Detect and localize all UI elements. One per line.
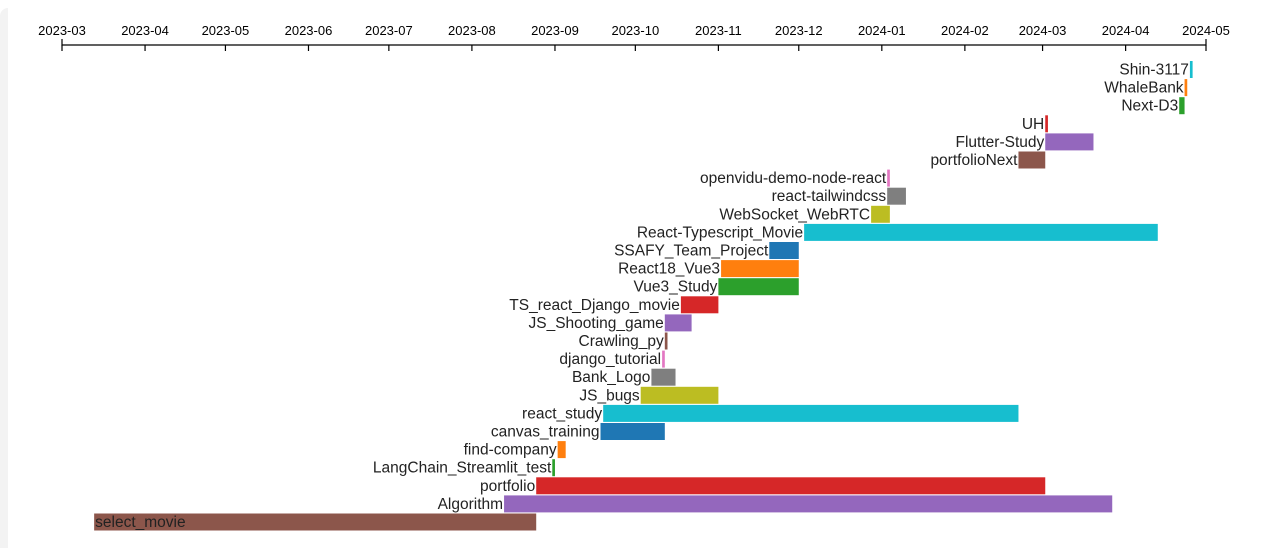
x-tick-label: 2024-02 xyxy=(941,23,989,38)
x-tick-label: 2023-07 xyxy=(365,23,413,38)
timeline-bar xyxy=(600,423,665,440)
bar-label: WebSocket_WebRTC xyxy=(719,206,870,223)
bar-label: TS_react_Django_movie xyxy=(509,297,680,314)
bar-label: Bank_Logo xyxy=(572,369,650,386)
bar-label: portfolioNext xyxy=(930,152,1018,169)
x-tick-label: 2023-09 xyxy=(531,23,579,38)
bar-label: LangChain_Streamlit_test xyxy=(373,460,552,477)
timeline-bar xyxy=(1018,151,1046,169)
bar-label: Vue3_Study xyxy=(634,279,718,296)
bar-label: JS_Shooting_game xyxy=(529,315,664,332)
timeline-bar xyxy=(804,223,1158,241)
x-tick-label: 2023-04 xyxy=(121,23,169,38)
timeline-bar xyxy=(721,260,799,278)
timeline-bar xyxy=(557,441,566,459)
timeline-bar xyxy=(871,205,890,223)
bar-label: find-company xyxy=(464,442,557,459)
timeline-bar xyxy=(552,459,555,477)
bar-label: openvidu-demo-node-react xyxy=(700,170,887,187)
bar-label: SSAFY_Team_Project xyxy=(614,243,769,260)
bar-label: React-Typescript_Movie xyxy=(637,224,803,241)
bar-label: Next-D3 xyxy=(1121,98,1178,115)
bar-label: UH xyxy=(1022,116,1044,133)
x-tick-label: 2023-05 xyxy=(202,23,250,38)
x-tick-label: 2024-03 xyxy=(1019,23,1067,38)
timeline-bar xyxy=(1045,115,1048,133)
x-axis-line xyxy=(61,39,1207,46)
bar-label: WhaleBank xyxy=(1104,80,1184,97)
timeline-bar xyxy=(887,187,906,205)
timeline-bar xyxy=(1179,97,1185,115)
timeline-bar xyxy=(1045,133,1094,151)
bar-label: select_movie xyxy=(95,514,185,531)
x-tick-label: 2023-08 xyxy=(448,23,496,38)
timeline-bar xyxy=(640,386,719,404)
bar-label: react-tailwindcss xyxy=(772,188,887,205)
x-tick-label: 2023-03 xyxy=(38,23,86,38)
bar-label: django_tutorial xyxy=(559,351,661,368)
timeline-bar xyxy=(536,477,1046,495)
timeline-bar xyxy=(651,368,676,386)
bar-label: portfolio xyxy=(480,478,535,495)
timeline-bar xyxy=(680,296,719,314)
bar-label: React18_Vue3 xyxy=(618,261,720,278)
x-tick-label: 2024-05 xyxy=(1182,23,1230,38)
frame-edge xyxy=(0,8,8,548)
x-tick-label: 2023-11 xyxy=(695,23,742,38)
bar-label: Crawling_py xyxy=(579,333,665,350)
timeline-bar xyxy=(769,242,799,259)
timeline-bar xyxy=(662,350,665,368)
bar-label: react_study xyxy=(522,405,602,422)
bar-label: canvas_training xyxy=(491,424,600,441)
bar-label: Algorithm xyxy=(438,496,503,513)
timeline-bar xyxy=(504,495,1113,513)
bar-label: Flutter-Study xyxy=(956,134,1045,151)
x-tick-label: 2024-04 xyxy=(1102,23,1150,38)
timeline-bar xyxy=(603,404,1019,422)
timeline-bar xyxy=(887,169,890,187)
timeline-bar xyxy=(1184,79,1188,97)
bar-label: JS_bugs xyxy=(579,387,640,404)
timeline-bar xyxy=(718,278,799,296)
timeline-bar xyxy=(1189,61,1193,78)
timeline-bar xyxy=(94,513,537,531)
bar-label: Shin-3117 xyxy=(1119,62,1189,79)
x-tick-label: 2024-01 xyxy=(858,23,906,38)
x-tick-label: 2023-12 xyxy=(775,23,823,38)
timeline-bar xyxy=(664,314,692,332)
x-axis: 2023-03 2023-04 2023-05 2023-06 2023-07 2023-… xyxy=(38,23,1230,51)
x-tick-label: 2023-06 xyxy=(285,23,333,38)
x-tick-label: 2023-10 xyxy=(611,23,659,38)
timeline-bar xyxy=(664,332,668,350)
